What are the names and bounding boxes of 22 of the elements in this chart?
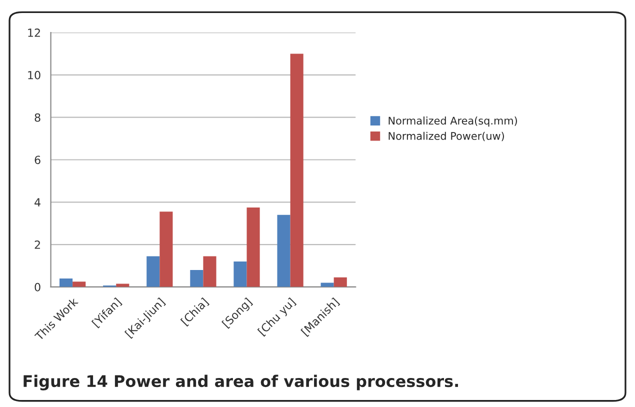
bar [246, 207, 260, 287]
bar [234, 261, 247, 287]
bar [334, 277, 347, 287]
y-tick-label: 4 [34, 198, 40, 206]
bar [203, 256, 216, 287]
y-tick-label: 8 [34, 113, 40, 122]
bar [72, 282, 86, 287]
legend-label: Normalized Power(uw) [388, 132, 504, 142]
bar [190, 270, 204, 287]
bar [160, 212, 173, 287]
bar [290, 54, 304, 287]
bar [277, 214, 290, 287]
caption: Figure 14 Power and area of various processors. [24, 374, 458, 390]
y-tick-label: 10 [28, 70, 40, 80]
y-tick-label: 6 [34, 156, 40, 164]
y-tick-label: 0 [34, 282, 40, 292]
y-tick-label: 12 [28, 28, 40, 37]
bar [146, 256, 160, 287]
legend-label: Normalized Area(sq.mm) [388, 116, 517, 127]
bar [320, 282, 334, 287]
y-tick-label: 2 [34, 240, 40, 249]
bar [60, 278, 73, 287]
